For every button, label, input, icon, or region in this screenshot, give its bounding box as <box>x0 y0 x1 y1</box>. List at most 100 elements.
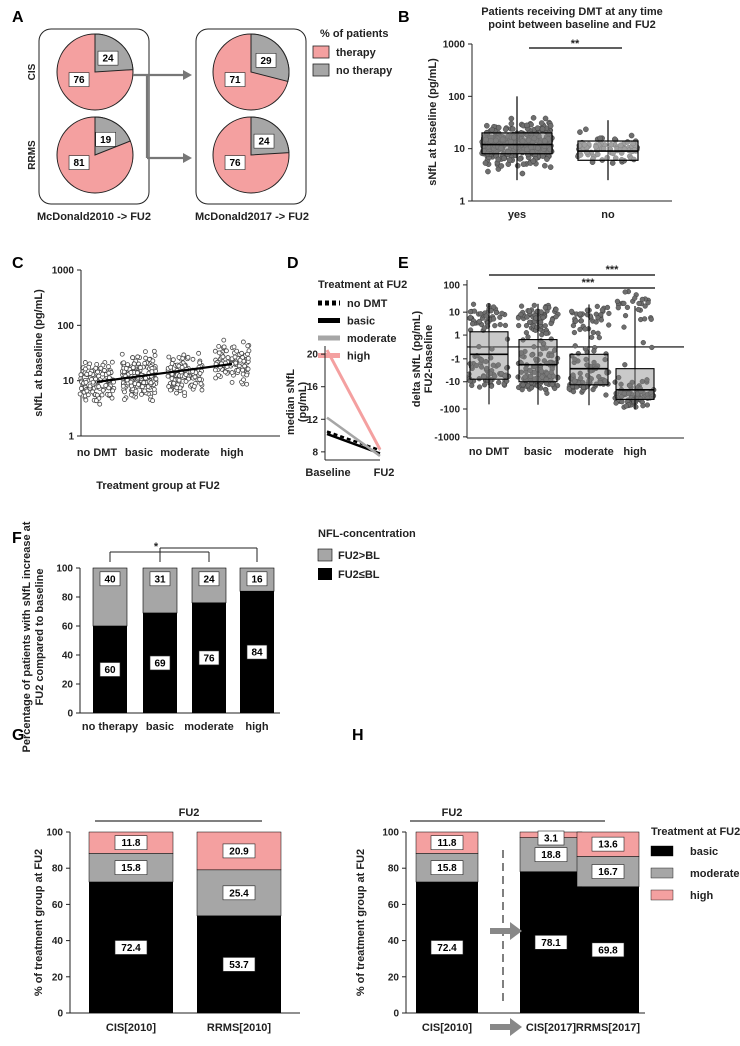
data-point <box>481 325 487 331</box>
data-point <box>473 362 480 369</box>
panel-letter-g: G <box>12 727 24 744</box>
data-point <box>97 401 103 407</box>
trend-line <box>96 362 233 383</box>
bar-value-high-box <box>430 835 464 850</box>
y-tick-label: -100 <box>440 405 460 416</box>
legend-swatch-therapy <box>312 45 330 59</box>
data-point <box>483 358 489 365</box>
data-point <box>191 384 197 389</box>
data-point <box>578 318 584 324</box>
data-point <box>572 356 578 362</box>
data-point <box>506 157 513 163</box>
pie-no-therapy-value-box <box>97 50 119 66</box>
data-point <box>539 368 545 374</box>
data-point <box>232 354 238 360</box>
x-tick-label: high <box>623 446 646 458</box>
y-tick-label: 8 <box>312 447 318 458</box>
data-point <box>106 370 112 376</box>
pie-therapy-value-box <box>224 72 246 87</box>
series-line-high <box>325 349 382 451</box>
data-point <box>497 322 503 328</box>
data-point <box>547 164 554 170</box>
data-point <box>467 309 473 315</box>
data-point <box>139 391 144 397</box>
row-label-rrms: RRMS <box>27 140 38 170</box>
y-tick-label: 80 <box>62 593 74 604</box>
data-point <box>580 384 587 390</box>
data-point <box>216 372 221 378</box>
data-point <box>491 316 497 322</box>
data-point <box>224 348 229 354</box>
data-point <box>574 384 580 390</box>
data-point <box>84 371 90 377</box>
data-point <box>128 379 134 385</box>
x-tick-label: yes <box>508 209 526 221</box>
data-point <box>502 373 508 379</box>
x-tick-label: moderate <box>184 721 234 733</box>
y-tick-label: 80 <box>388 864 400 875</box>
bar-value-fu2-gt-bl: 40 <box>104 574 116 585</box>
data-point <box>185 354 191 360</box>
legend-title: NFL-concentration <box>318 528 416 540</box>
data-point <box>95 369 100 375</box>
data-point <box>552 385 558 392</box>
data-point <box>229 370 235 375</box>
legend-title: Treatment at FU2 <box>651 826 740 838</box>
bar-value-basic: 72.4 <box>437 943 457 954</box>
chart-title-line1: Patients receiving DMT at any time <box>481 6 663 18</box>
data-point <box>502 322 509 329</box>
bar-value-moderate: 15.8 <box>437 863 457 874</box>
data-point <box>577 370 583 376</box>
x-tick-label: moderate <box>160 447 210 459</box>
x-tick-label: CIS[2010] <box>422 1022 472 1034</box>
data-point <box>572 378 578 384</box>
data-point <box>225 355 231 360</box>
y-axis-label: Percentage of patients with sNfL increas… <box>21 521 33 752</box>
pie-no-therapy-value-box <box>253 133 275 149</box>
panel-letter-d: D <box>287 255 299 272</box>
pie-therapy-value: 81 <box>73 158 85 169</box>
data-point <box>596 374 602 380</box>
data-point <box>593 381 599 387</box>
pie-therapy-value: 71 <box>229 75 241 86</box>
bar-value-fu2-le-bl-box <box>246 644 268 660</box>
data-point <box>572 343 578 349</box>
data-point <box>510 126 516 132</box>
data-point <box>96 384 102 389</box>
data-point <box>622 313 629 319</box>
bar-value-fu2-le-bl: 76 <box>203 653 215 664</box>
data-point <box>119 351 125 357</box>
arrow-head <box>183 153 192 163</box>
data-point <box>594 303 600 309</box>
significance-label: * <box>154 541 159 553</box>
data-point <box>77 391 83 397</box>
data-point <box>85 392 91 398</box>
data-point <box>122 397 127 402</box>
data-point <box>526 308 532 314</box>
data-point <box>99 392 105 398</box>
data-point <box>150 358 156 364</box>
data-point <box>625 390 632 397</box>
y-tick-label: 0 <box>393 1009 399 1020</box>
data-point <box>196 350 202 356</box>
data-point <box>153 376 159 382</box>
y-axis-label-unit: (pg/mL) <box>297 382 309 423</box>
legend-label: no DMT <box>347 298 388 310</box>
data-point <box>642 316 648 322</box>
data-point <box>593 143 599 150</box>
data-point <box>182 390 187 396</box>
y-tick-label: 100 <box>382 828 399 839</box>
significance-label: ** <box>571 38 580 50</box>
data-point <box>524 314 530 320</box>
data-point <box>143 355 149 361</box>
bar-value-high: 11.8 <box>122 838 141 849</box>
box-iqr <box>481 132 553 155</box>
data-point <box>553 314 559 320</box>
x-tick-label: no <box>601 209 615 221</box>
bar-value-basic: 69.8 <box>598 945 618 956</box>
data-point <box>570 322 577 329</box>
bar-value-basic-box <box>114 940 148 955</box>
bar-value-fu2-gt-bl: 31 <box>154 574 166 585</box>
data-point <box>165 373 171 379</box>
data-point <box>229 380 235 385</box>
